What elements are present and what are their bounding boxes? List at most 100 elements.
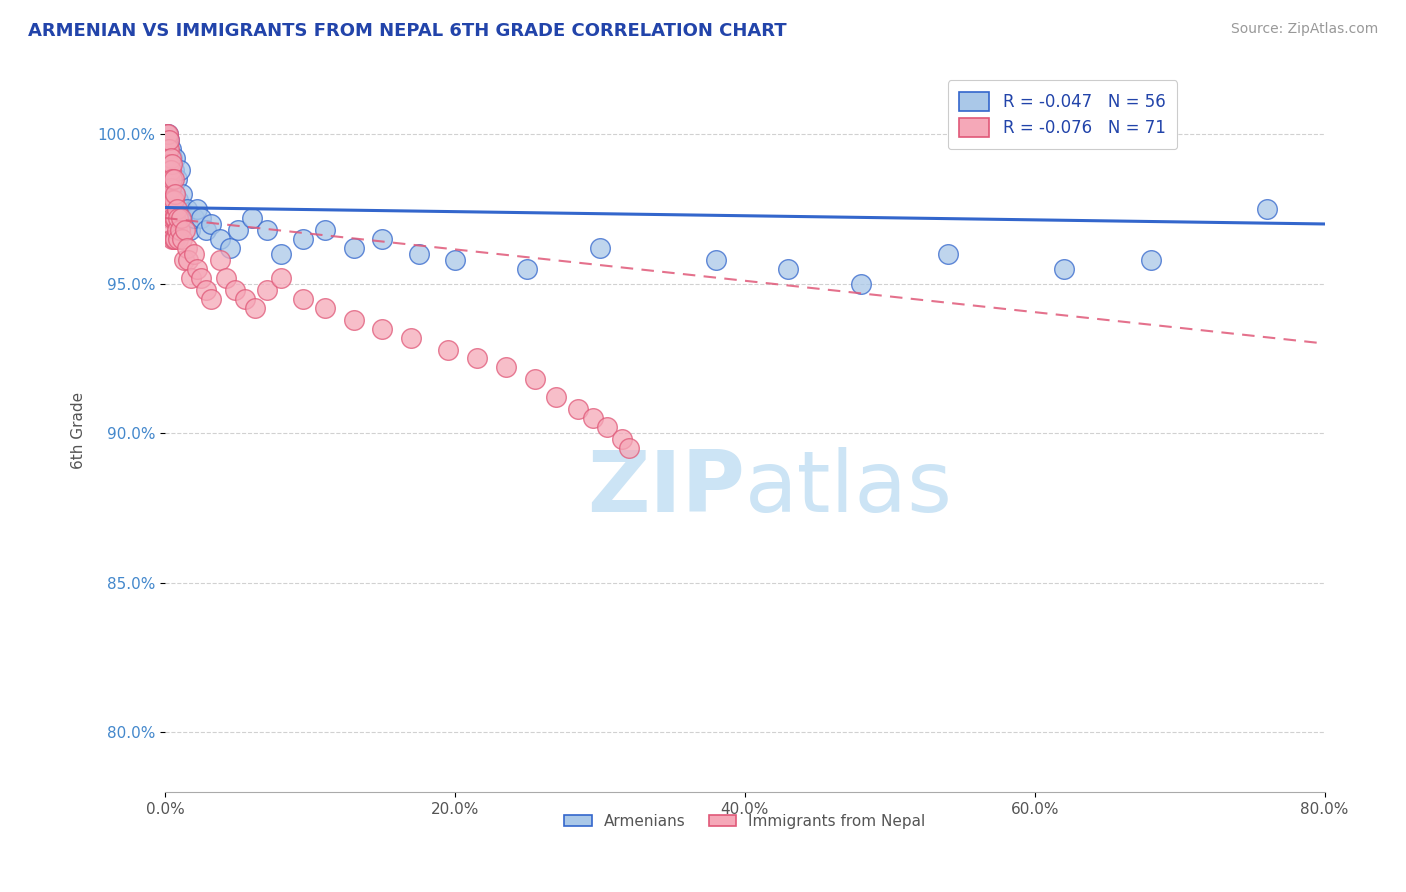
Point [173, 211, 195, 225]
Point [162, 193, 184, 207]
Point [582, 411, 605, 425]
Point [155, 151, 177, 165]
Point [162, 193, 184, 207]
Point [166, 172, 188, 186]
Point [160, 187, 183, 202]
Point [849, 277, 872, 291]
Point [186, 202, 208, 216]
Point [162, 211, 184, 225]
Point [291, 232, 314, 246]
Point [162, 157, 184, 171]
Point [172, 232, 194, 246]
Text: Source: ZipAtlas.com: Source: ZipAtlas.com [1230, 22, 1378, 37]
Point [155, 157, 177, 171]
Point [157, 142, 180, 156]
Point [200, 292, 222, 306]
Point [160, 181, 183, 195]
Point [165, 187, 187, 202]
Point [163, 202, 186, 216]
Point [160, 202, 183, 216]
Point [166, 223, 188, 237]
Point [176, 241, 198, 255]
Point [156, 133, 179, 147]
Point [342, 241, 364, 255]
Point [163, 163, 186, 178]
Point [778, 261, 800, 276]
Point [224, 283, 246, 297]
Point [170, 202, 193, 216]
Point [157, 151, 180, 165]
Point [156, 128, 179, 142]
Point [156, 187, 179, 202]
Point [157, 172, 180, 186]
Point [167, 232, 190, 246]
Point [163, 172, 186, 186]
Point [167, 193, 190, 207]
Point [226, 223, 249, 237]
Point [173, 252, 195, 267]
Point [704, 252, 727, 267]
Point [183, 247, 205, 261]
Point [1053, 261, 1076, 276]
Point [596, 420, 619, 434]
Point [157, 133, 180, 147]
Point [617, 441, 640, 455]
Point [546, 390, 568, 404]
Point [167, 211, 190, 225]
Point [169, 223, 191, 237]
Point [436, 343, 458, 357]
Point [169, 163, 191, 178]
Point [156, 187, 179, 202]
Point [1139, 252, 1161, 267]
Point [194, 223, 217, 237]
Point [166, 202, 188, 216]
Text: atlas: atlas [745, 447, 953, 530]
Point [444, 252, 467, 267]
Text: ARMENIAN VS IMMIGRANTS FROM NEPAL 6TH GRADE CORRELATION CHART: ARMENIAN VS IMMIGRANTS FROM NEPAL 6TH GR… [28, 22, 787, 40]
Point [162, 172, 184, 186]
Point [177, 252, 200, 267]
Point [523, 372, 546, 386]
Point [936, 247, 959, 261]
Point [516, 261, 538, 276]
Point [163, 232, 186, 246]
Point [408, 247, 430, 261]
Point [162, 151, 184, 165]
Point [172, 187, 194, 202]
Point [270, 270, 292, 285]
Point [156, 142, 179, 156]
Point [314, 301, 336, 315]
Point [270, 247, 292, 261]
Point [567, 402, 589, 417]
Point [174, 223, 197, 237]
Point [256, 283, 278, 297]
Point [243, 301, 266, 315]
Point [589, 241, 612, 255]
Point [157, 172, 180, 186]
Point [219, 241, 242, 255]
Point [156, 163, 179, 178]
Point [165, 211, 187, 225]
Point [256, 223, 278, 237]
Point [465, 351, 488, 366]
Point [291, 292, 314, 306]
Point [156, 151, 179, 165]
Point [200, 217, 222, 231]
Legend: Armenians, Immigrants from Nepal: Armenians, Immigrants from Nepal [558, 808, 932, 835]
Point [165, 232, 187, 246]
Point [190, 211, 212, 225]
Point [176, 202, 198, 216]
Point [156, 128, 179, 142]
Point [183, 211, 205, 225]
Point [160, 163, 183, 178]
Point [233, 292, 256, 306]
Point [163, 193, 186, 207]
Point [401, 330, 423, 344]
Point [162, 232, 184, 246]
Point [155, 172, 177, 186]
Point [342, 312, 364, 326]
Point [314, 223, 336, 237]
Text: ZIP: ZIP [588, 447, 745, 530]
Point [194, 283, 217, 297]
Point [209, 252, 232, 267]
